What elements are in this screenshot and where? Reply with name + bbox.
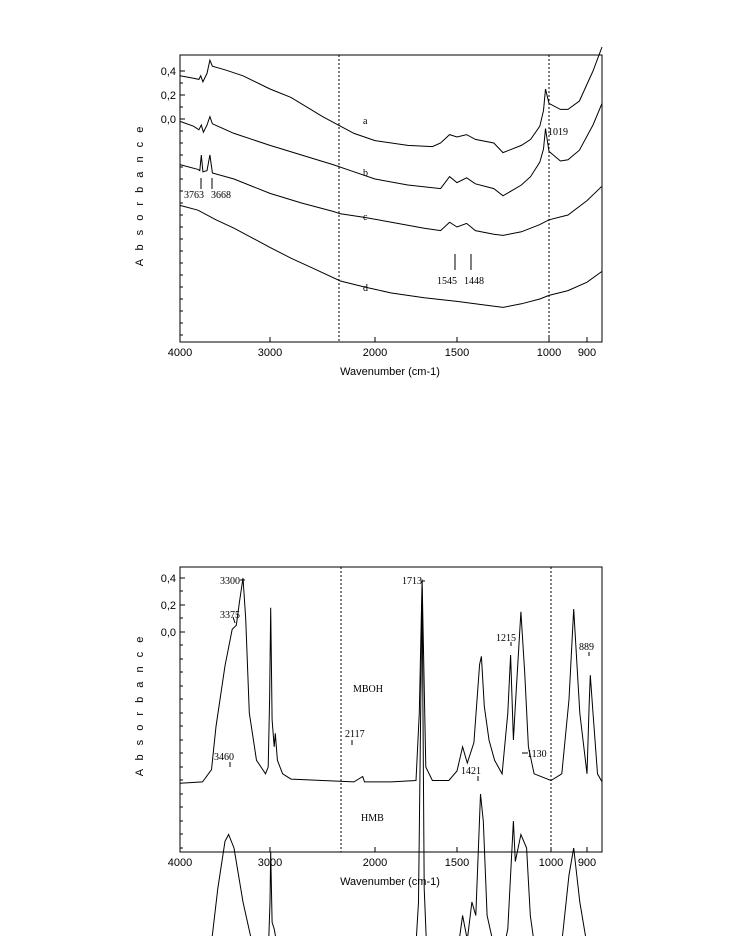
bottom-plot-frame <box>179 566 603 853</box>
bottom-peak-3460: 3460 <box>214 752 234 763</box>
bottom-y-ticks <box>180 577 185 849</box>
top-peak-1448: 1448 <box>464 276 484 287</box>
top-series-b <box>179 103 603 197</box>
bottom-x-tick-label-1: 3000 <box>258 857 282 869</box>
top-y-tick-label-1: 0,2 <box>161 90 176 102</box>
bottom-peak-2117: 2117 <box>345 729 365 740</box>
top-x-tick-label-1: 3000 <box>258 347 282 359</box>
top-y-tick-label-0: 0,4 <box>161 66 176 78</box>
bottom-x-tick-label-2: 2000 <box>363 857 387 869</box>
top-x-ticks <box>179 337 588 342</box>
bottom-peak-1130: 1130 <box>527 749 547 760</box>
bottom-x-tick-label-3: 1500 <box>445 857 469 869</box>
top-y-tick-label-2: 0,0 <box>161 114 176 126</box>
top-peak-markers <box>200 178 472 270</box>
bottom-peak-1215: 1215 <box>496 633 516 644</box>
top-series-a <box>179 46 603 154</box>
top-x-tick-label-5: 900 <box>578 347 596 359</box>
bottom-y-tick-label-0: 0,4 <box>161 573 176 585</box>
top-label-d: d <box>363 283 368 294</box>
top-peak-1019: 1019 <box>548 127 568 138</box>
bottom-peak-3375: 3375 <box>220 610 240 621</box>
top-plot-frame <box>179 54 603 343</box>
top-x-tick-label-0: 4000 <box>168 347 192 359</box>
top-x-tick-label-4: 1000 <box>537 347 561 359</box>
top-peak-3763: 3763 <box>184 190 204 201</box>
top-peak-3668: 3668 <box>211 190 231 201</box>
bottom-label-mboh: MBOH <box>353 684 383 695</box>
bottom-x-ticks <box>179 847 588 852</box>
bottom-peak-1421: 1421 <box>461 766 481 777</box>
bottom-x-tick-label-4: 1000 <box>539 857 563 869</box>
top-x-tick-label-2: 2000 <box>363 347 387 359</box>
top-series-d <box>179 204 603 308</box>
bottom-y-tick-label-1: 0,2 <box>161 600 176 612</box>
bottom-chart: 0,4 0,2 0,0 4000 3000 2000 1500 1000 900… <box>134 566 603 936</box>
top-y-axis-title: A b s o r b a n c e <box>134 124 146 267</box>
bottom-x-tick-label-0: 4000 <box>168 857 192 869</box>
top-peak-1545: 1545 <box>437 276 457 287</box>
top-label-b: b <box>363 168 368 179</box>
bottom-y-tick-label-2: 0,0 <box>161 627 176 639</box>
bottom-label-hmb: HMB <box>361 813 384 824</box>
bottom-peak-3300: 3300 <box>220 576 240 587</box>
bottom-x-axis-title: Wavenumber (cm-1) <box>340 876 440 888</box>
top-x-axis-title: Wavenumber (cm-1) <box>340 366 440 378</box>
top-series-c <box>179 154 603 236</box>
bottom-peak-889: 889 <box>579 642 594 653</box>
bottom-y-axis-title: A b s o r b a n c e <box>134 634 146 777</box>
top-y-ticks <box>180 70 185 336</box>
bottom-x-tick-label-5: 900 <box>578 857 596 869</box>
bottom-peak-markers <box>229 579 590 781</box>
top-chart: 0,4 0,2 0,0 4000 3000 2000 1500 1000 900… <box>134 46 603 378</box>
top-x-tick-label-3: 1500 <box>445 347 469 359</box>
bottom-peak-1713: 1713 <box>402 576 422 587</box>
top-label-a: a <box>363 116 368 127</box>
bottom-series-mboh <box>179 577 603 784</box>
top-label-c: c <box>363 212 368 223</box>
